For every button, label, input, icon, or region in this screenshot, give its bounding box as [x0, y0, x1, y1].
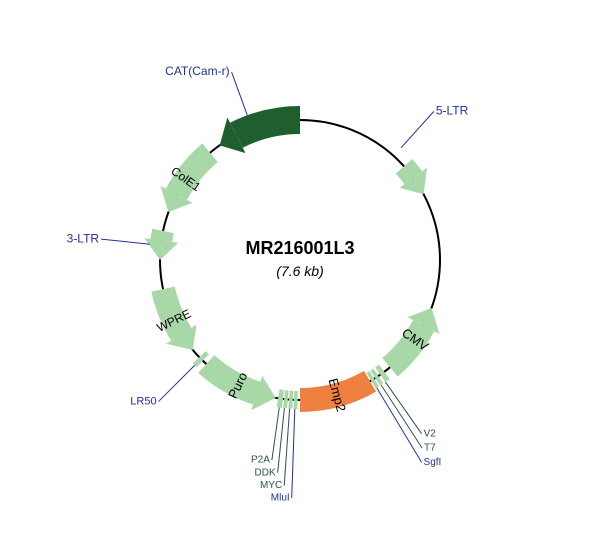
label-tick-DDK: DDK	[255, 467, 276, 478]
label-3-LTR: 3-LTR	[67, 231, 100, 245]
plasmid-name: MR216001L3	[245, 238, 354, 258]
label-tick-MluI: MluI	[271, 492, 290, 503]
label-tick-T7: T7	[424, 443, 436, 454]
label-CAT: CAT(Cam-r)	[165, 64, 229, 78]
label-tick-V2: V2	[424, 428, 437, 439]
label-5-LTR: 5-LTR	[436, 104, 469, 118]
label-tick-MYC: MYC	[260, 480, 282, 491]
plasmid-map: 5-LTRCMVV2T7SgfIEmp2MluIMYCDDKP2APuroLR5…	[0, 0, 600, 535]
label-tick-LR50: LR50	[130, 395, 156, 407]
plasmid-size: (7.6 kb)	[276, 263, 323, 279]
label-tick-P2A: P2A	[251, 455, 270, 466]
label-tick-SgfI: SgfI	[424, 457, 442, 468]
